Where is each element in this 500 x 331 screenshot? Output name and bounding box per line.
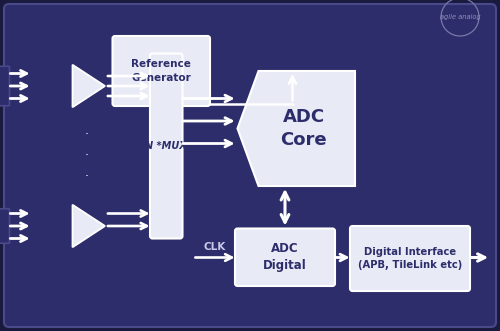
Polygon shape xyxy=(72,205,105,247)
FancyBboxPatch shape xyxy=(350,226,470,291)
Text: ADC
Core: ADC Core xyxy=(280,108,327,149)
FancyBboxPatch shape xyxy=(4,4,496,327)
Text: agile analog: agile analog xyxy=(440,14,480,20)
FancyBboxPatch shape xyxy=(0,66,10,106)
Polygon shape xyxy=(238,71,355,186)
Text: Digital Interface
(APB, TileLink etc): Digital Interface (APB, TileLink etc) xyxy=(358,247,462,270)
Text: CLK: CLK xyxy=(204,242,226,252)
FancyBboxPatch shape xyxy=(0,209,10,243)
FancyBboxPatch shape xyxy=(112,36,210,106)
Text: ADC
Digital: ADC Digital xyxy=(263,242,307,272)
Text: Reference
Generator: Reference Generator xyxy=(132,59,191,83)
FancyBboxPatch shape xyxy=(150,54,182,239)
Text: ·
·
·: · · · xyxy=(84,128,88,183)
FancyBboxPatch shape xyxy=(235,228,335,286)
Polygon shape xyxy=(72,65,105,107)
Text: N *MUX: N *MUX xyxy=(146,141,187,151)
